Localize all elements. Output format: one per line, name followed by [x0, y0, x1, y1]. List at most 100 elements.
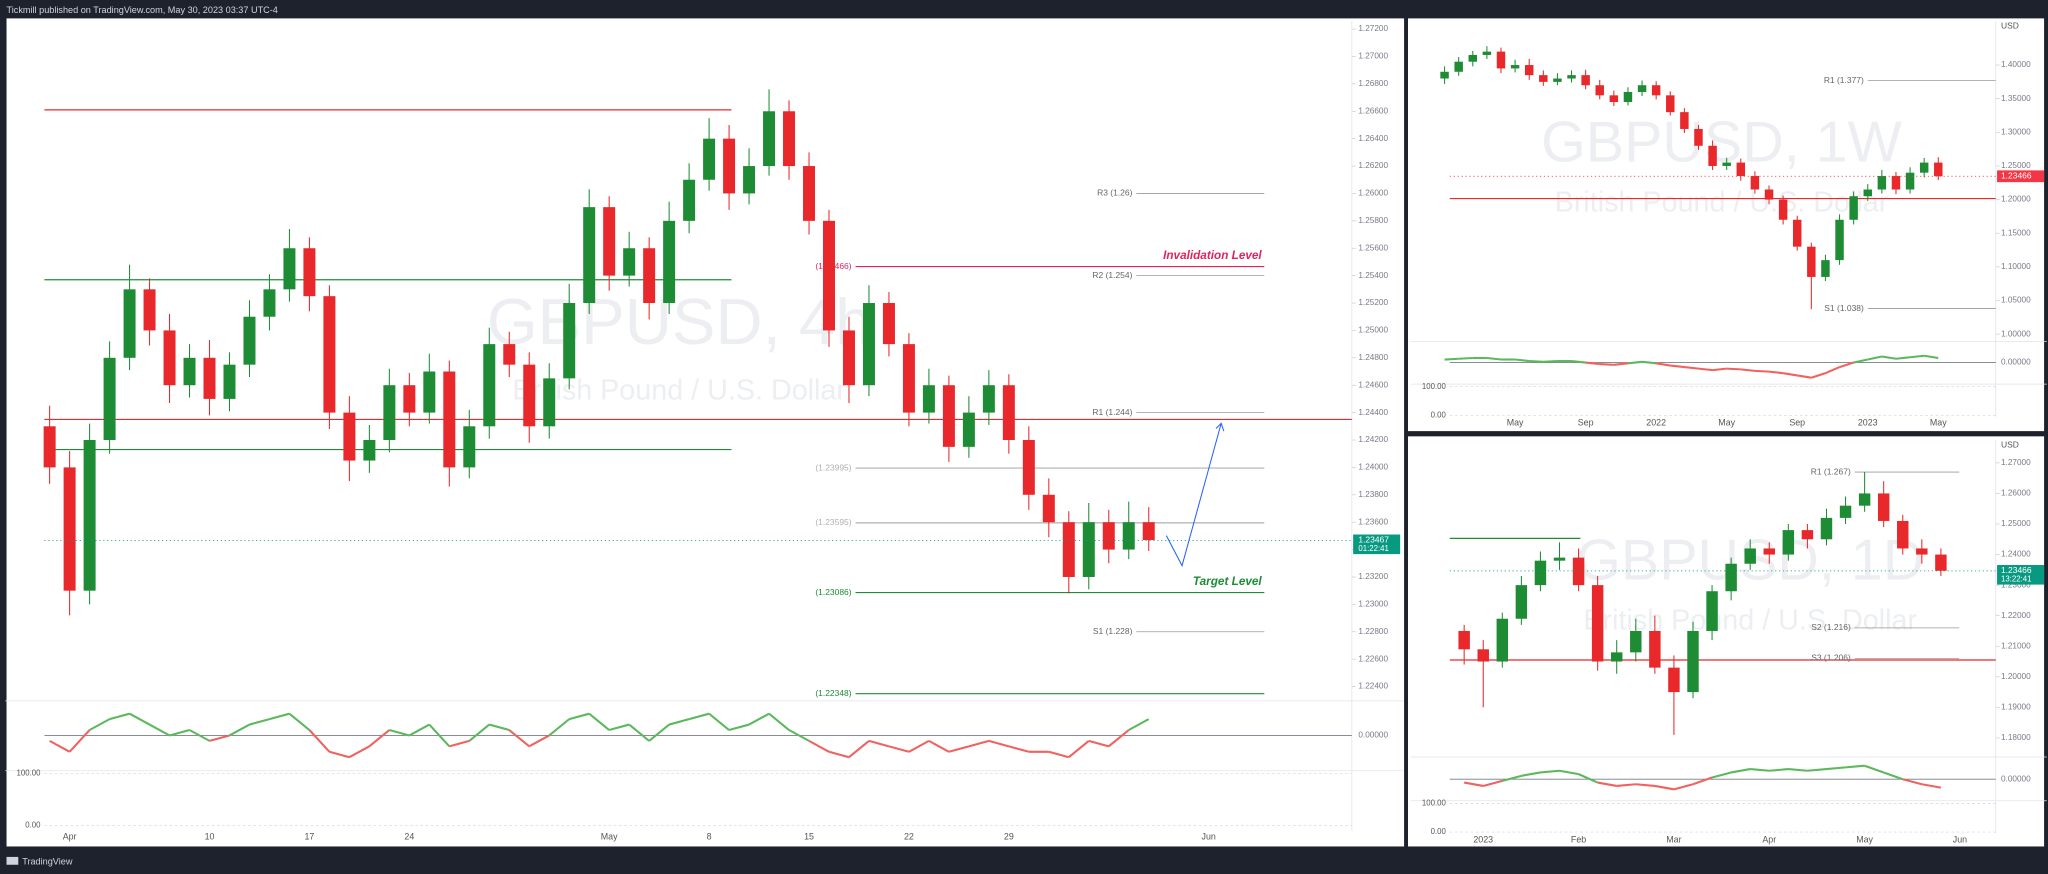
candle-body: [663, 220, 676, 304]
oscillator-segment: [968, 739, 990, 748]
oscillator-segment: [1754, 369, 1770, 373]
x-tick-label: Sep: [1578, 418, 1594, 428]
candle-body: [1877, 493, 1890, 521]
candle-body: [683, 179, 696, 221]
candle-body: [803, 166, 816, 221]
oscillator-segment: [1670, 364, 1685, 369]
y-tick-label: 1.26400: [1358, 134, 1388, 143]
candle-body: [1916, 548, 1928, 555]
candle-body: [43, 426, 56, 468]
oscillator-segment: [1613, 362, 1629, 366]
stoch-tick-label: 0.00: [1431, 411, 1447, 420]
oscillator-segment: [1502, 774, 1522, 782]
y-tick-label: 1.27000: [1358, 52, 1388, 61]
y-tick-label: 1.15000: [2001, 228, 2031, 237]
oscillator-segment: [1128, 718, 1150, 731]
oscillator-tick-label: 0.00000: [2001, 774, 2031, 783]
pivot-label: R2 (1.254): [1092, 270, 1132, 280]
y-tick-label: 1.23200: [1358, 572, 1388, 581]
candle-body: [823, 220, 835, 331]
watermark-subtitle: British Pound / U.S. Dollar: [1555, 186, 1889, 218]
y-tick-label: 1.24200: [1358, 435, 1388, 444]
oscillator-segment: [1458, 356, 1473, 360]
oscillator-segment: [1578, 773, 1599, 784]
pivot-label: R3 (1.26): [1097, 188, 1132, 198]
oscillator-segment: [389, 728, 410, 737]
last-price-label: 1.23466: [2001, 171, 2032, 181]
y-tick-label: 1.40000: [2001, 60, 2031, 69]
pivot-label: R1 (1.377): [1824, 75, 1864, 85]
candle-body: [1744, 548, 1756, 564]
y-tick-label: 1.25000: [1358, 326, 1388, 335]
footer-brand[interactable]: TradingView: [22, 857, 73, 867]
x-tick-label: Sep: [1789, 418, 1805, 428]
candle-body: [703, 138, 716, 180]
oscillator-segment: [209, 734, 230, 742]
oscillator-segment: [89, 718, 111, 731]
candle-body: [1687, 630, 1699, 693]
candle-body: [1534, 560, 1547, 586]
candle-body: [882, 303, 895, 345]
countdown-label: 13:22:41: [2001, 574, 2031, 583]
stoch-tick-label: 0.00: [25, 821, 41, 830]
candle-body: [1595, 85, 1604, 96]
oscillator-segment: [1514, 358, 1530, 363]
candle-body: [1706, 591, 1718, 631]
y-tick-label: 1.22800: [1358, 627, 1388, 636]
oscillator-segment: [1895, 356, 1911, 360]
candle-body: [1708, 145, 1717, 166]
footer-logo: [6, 856, 19, 865]
pivot-label: S1 (1.228): [1093, 626, 1133, 636]
y-tick-label: 1.10000: [2001, 262, 2031, 271]
oscillator-segment: [1599, 363, 1614, 366]
oscillator-segment: [828, 750, 850, 759]
oscillator-segment: [269, 712, 290, 721]
candle-body: [383, 385, 396, 440]
candle-body: [1849, 196, 1858, 220]
candle-body: [1891, 176, 1901, 190]
x-tick-label: 17: [304, 832, 314, 842]
candle-body: [203, 357, 216, 399]
candle-body: [1610, 652, 1623, 662]
candle-body: [1482, 51, 1492, 55]
candle-body: [463, 426, 476, 468]
oscillator-segment: [1867, 355, 1883, 361]
x-tick-label: Apr: [63, 832, 77, 842]
candle-body: [543, 378, 556, 427]
candle-body: [1725, 563, 1737, 592]
candle-body: [1553, 557, 1566, 561]
last-price-box: [1353, 534, 1401, 555]
x-tick-label: 2023: [1473, 834, 1493, 844]
y-tick-label: 1.20000: [2001, 672, 2031, 681]
oscillator-segment: [228, 723, 250, 737]
oscillator-segment: [1673, 783, 1694, 791]
y-tick-label: 1.18000: [2001, 733, 2031, 742]
oscillator-segment: [808, 739, 830, 753]
candle-body: [1454, 61, 1463, 72]
oscillator-segment: [1782, 372, 1798, 377]
candle-body: [1637, 85, 1647, 92]
oscillator-segment: [1726, 367, 1741, 371]
oscillator-segment: [468, 723, 490, 742]
oscillator-segment: [708, 712, 730, 731]
candle-body: [1694, 128, 1703, 146]
pivot-label: R1 (1.244): [1092, 407, 1132, 417]
oscillator-segment: [988, 739, 1010, 748]
oscillator-segment: [1684, 366, 1699, 370]
candle-body: [1651, 85, 1661, 96]
oscillator-segment: [1482, 779, 1503, 787]
candle-body: [1863, 189, 1872, 197]
oscillator-segment: [728, 723, 750, 732]
candle-body: [1782, 530, 1795, 555]
x-tick-label: 8: [707, 832, 712, 842]
oscillator-segment: [1769, 768, 1789, 772]
candle-body: [1510, 65, 1520, 69]
y-tick-label: 1.19000: [2001, 703, 2031, 712]
oscillator-segment: [1444, 357, 1459, 361]
publish-info: Tickmill published on TradingView.com, M…: [7, 5, 278, 15]
level-label: (1.23995): [815, 462, 851, 472]
candle-body: [1553, 78, 1562, 82]
candle-body: [603, 207, 616, 276]
oscillator-segment: [1529, 359, 1544, 363]
